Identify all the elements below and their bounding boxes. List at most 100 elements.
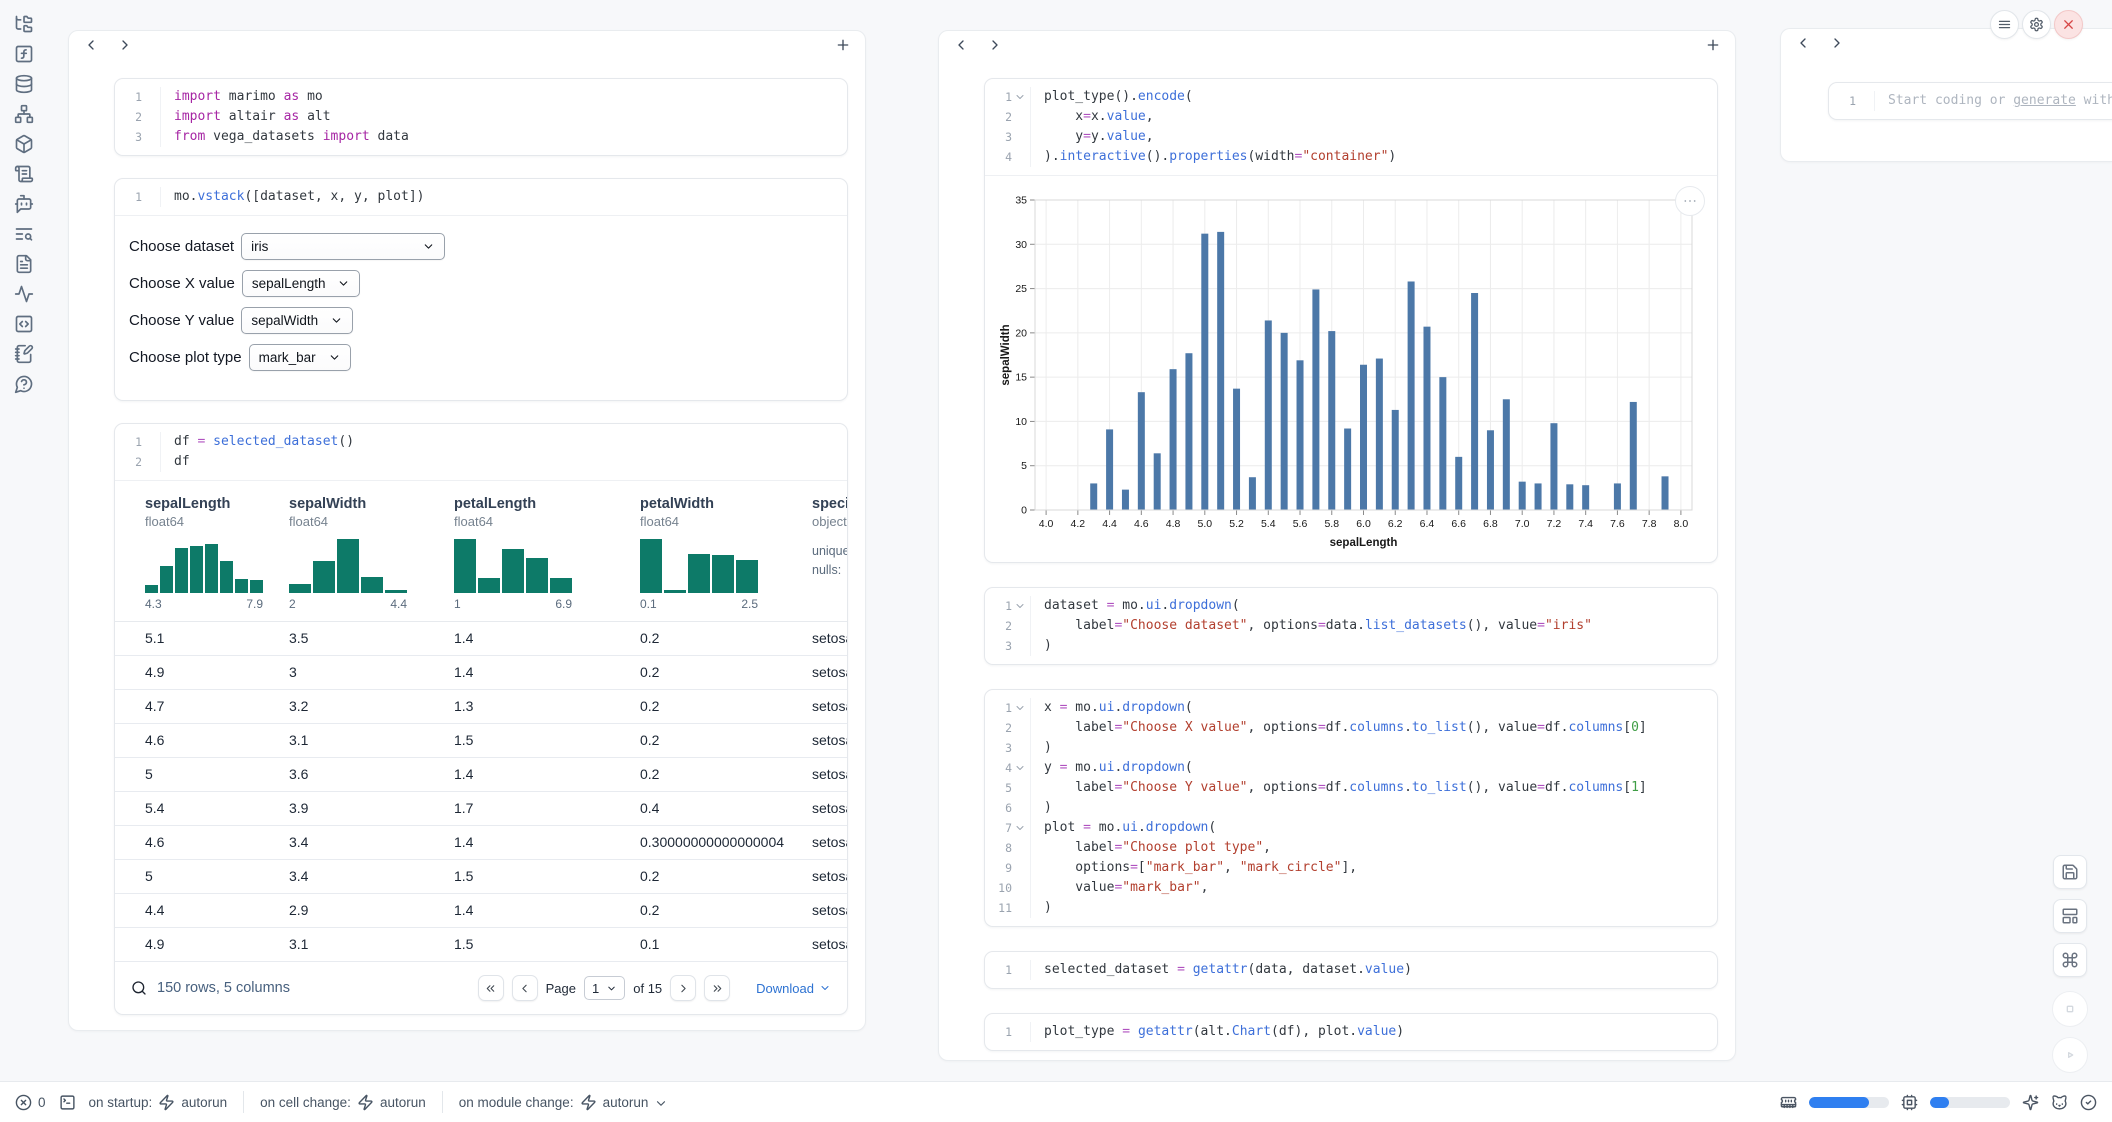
ram-icon: [1780, 1094, 1797, 1111]
command-palette-button[interactable]: [2053, 943, 2087, 977]
feedback-cat-icon[interactable]: [2051, 1094, 2068, 1111]
column-expand-right-icon[interactable]: [987, 37, 1003, 53]
line-number: 1: [1005, 596, 1012, 616]
column-expand-right-icon[interactable]: [1829, 35, 1845, 51]
column-header-sepalWidth[interactable]: sepalWidthfloat6424.4: [289, 481, 454, 622]
notebook-cell[interactable]: 1plot_type = getattr(alt.Chart(df), plot…: [984, 1013, 1718, 1051]
search-icon[interactable]: [131, 980, 147, 996]
network-icon[interactable]: [14, 104, 34, 124]
table-cell: 0.2: [640, 622, 812, 656]
table-row[interactable]: 4.93.11.50.1setosa: [115, 928, 847, 962]
code-editor[interactable]: 1import marimo as mo2import altair as al…: [115, 79, 847, 155]
file-text-icon[interactable]: [14, 254, 34, 274]
fold-icon[interactable]: [1014, 762, 1026, 774]
notebook-cell[interactable]: 1df = selected_dataset()2dfsepalLengthfl…: [114, 423, 848, 1015]
terminal-button[interactable]: [59, 1094, 76, 1111]
error-indicator[interactable]: 0: [15, 1094, 46, 1111]
dropdown-choose-x-value[interactable]: sepalLength: [242, 270, 361, 297]
table-row[interactable]: 4.931.40.2setosa: [115, 656, 847, 690]
code-editor[interactable]: 1x = mo.ui.dropdown(2 label="Choose X va…: [985, 690, 1717, 926]
download-button[interactable]: Download: [756, 981, 831, 996]
notebook-cell[interactable]: 1dataset = mo.ui.dropdown(2 label="Choos…: [984, 587, 1718, 665]
sparkles-icon[interactable]: [2022, 1094, 2039, 1111]
dropdown-choose-y-value[interactable]: sepalWidth: [241, 307, 353, 334]
notebook-pen-icon[interactable]: [14, 344, 34, 364]
on-module-change-setting[interactable]: on module change: autorun: [459, 1094, 669, 1111]
box-icon[interactable]: [14, 134, 34, 154]
database-icon[interactable]: [14, 74, 34, 94]
table-row[interactable]: 4.63.11.50.2setosa: [115, 724, 847, 758]
code-editor[interactable]: 1selected_dataset = getattr(data, datase…: [985, 952, 1717, 988]
bot-icon[interactable]: [14, 194, 34, 214]
fold-icon[interactable]: [1014, 702, 1026, 714]
layout-button[interactable]: [2053, 899, 2087, 933]
code-editor[interactable]: 1df = selected_dataset()2df: [115, 424, 847, 480]
code-placeholder[interactable]: Start coding or generate with AI: [1875, 91, 2112, 111]
save-button[interactable]: [2053, 855, 2087, 889]
notebook-cell[interactable]: 1mo.vstack([dataset, x, y, plot])Choose …: [114, 178, 848, 401]
code-editor[interactable]: 1plot_type().encode(2 x=x.value,3 y=y.va…: [985, 79, 1717, 175]
column-header-species[interactable]: speciesobjectunique:nulls:: [812, 481, 847, 622]
close-button[interactable]: [2054, 10, 2083, 39]
column-collapse-left-icon[interactable]: [1795, 35, 1811, 51]
function-square-icon[interactable]: [14, 44, 34, 64]
column-collapse-left-icon[interactable]: [953, 37, 969, 53]
table-row[interactable]: 53.41.50.2setosa: [115, 860, 847, 894]
table-row[interactable]: 5.43.91.70.4setosa: [115, 792, 847, 826]
list-search-icon[interactable]: [14, 224, 34, 244]
table-cell: 5: [115, 758, 289, 792]
fold-icon[interactable]: [1014, 91, 1026, 103]
next-page-button[interactable]: [670, 975, 696, 1001]
add-cell-button[interactable]: [835, 37, 851, 53]
notebook-column-3: 1 Start coding or generate with AI: [1780, 28, 2112, 162]
column-range: 16.9: [454, 597, 572, 611]
help-circle-icon[interactable]: [14, 374, 34, 394]
generate-link[interactable]: generate: [2013, 93, 2076, 108]
run-button[interactable]: [2052, 1037, 2088, 1073]
code-editor[interactable]: 1plot_type = getattr(alt.Chart(df), plot…: [985, 1014, 1717, 1050]
code-square-icon[interactable]: [14, 314, 34, 334]
on-cell-change-setting[interactable]: on cell change: autorun: [260, 1094, 426, 1111]
notebook-cell[interactable]: 1plot_type().encode(2 x=x.value,3 y=y.va…: [984, 78, 1718, 563]
fold-icon[interactable]: [1014, 822, 1026, 834]
line-number: 6: [1005, 798, 1012, 818]
table-row[interactable]: 5.13.51.40.2setosa: [115, 622, 847, 656]
table-cell: 3.2: [289, 690, 454, 724]
table-row[interactable]: 4.63.41.40.30000000000000004setosa: [115, 826, 847, 860]
table-output: sepalLengthfloat644.37.9sepalWidthfloat6…: [115, 481, 847, 1014]
column-header-petalWidth[interactable]: petalWidthfloat640.12.5: [640, 481, 812, 622]
table-row[interactable]: 53.61.40.2setosa: [115, 758, 847, 792]
column-collapse-left-icon[interactable]: [83, 37, 99, 53]
last-page-button[interactable]: [704, 975, 730, 1001]
chart-menu-button[interactable]: [1675, 186, 1705, 216]
column-expand-right-icon[interactable]: [117, 37, 133, 53]
add-cell-button[interactable]: [1705, 37, 1721, 53]
code-editor[interactable]: 1mo.vstack([dataset, x, y, plot]): [115, 179, 847, 215]
table-row[interactable]: 4.73.21.30.2setosa: [115, 690, 847, 724]
notebook-cell[interactable]: 1import marimo as mo2import altair as al…: [114, 78, 848, 156]
connection-status-icon[interactable]: [2080, 1094, 2097, 1111]
notebook-menu-button[interactable]: [1990, 10, 2019, 39]
empty-code-cell[interactable]: 1 Start coding or generate with AI: [1828, 82, 2112, 120]
fold-icon[interactable]: [1014, 600, 1026, 612]
activity-icon[interactable]: [14, 284, 34, 304]
page-select[interactable]: 1: [584, 976, 625, 1000]
column-header-sepalLength[interactable]: sepalLengthfloat644.37.9: [115, 481, 289, 622]
notebook-cell[interactable]: 1x = mo.ui.dropdown(2 label="Choose X va…: [984, 689, 1718, 927]
svg-text:5.6: 5.6: [1293, 518, 1308, 530]
prev-page-button[interactable]: [512, 975, 538, 1001]
dropdown-choose-plot-type[interactable]: mark_bar: [249, 344, 351, 371]
on-startup-setting[interactable]: on startup: autorun: [89, 1094, 228, 1111]
notebook-cell[interactable]: 1selected_dataset = getattr(data, datase…: [984, 951, 1718, 989]
first-page-button[interactable]: [478, 975, 504, 1001]
column-range: 4.37.9: [145, 597, 263, 611]
code-editor[interactable]: 1dataset = mo.ui.dropdown(2 label="Choos…: [985, 588, 1717, 664]
settings-button[interactable]: [2022, 10, 2051, 39]
file-tree-icon[interactable]: [14, 14, 34, 34]
dropdown-choose-dataset[interactable]: iris: [241, 233, 445, 260]
stop-button[interactable]: [2052, 991, 2088, 1027]
svg-text:7.0: 7.0: [1515, 518, 1530, 530]
scroll-text-icon[interactable]: [14, 164, 34, 184]
table-row[interactable]: 4.42.91.40.2setosa: [115, 894, 847, 928]
column-header-petalLength[interactable]: petalLengthfloat6416.9: [454, 481, 640, 622]
